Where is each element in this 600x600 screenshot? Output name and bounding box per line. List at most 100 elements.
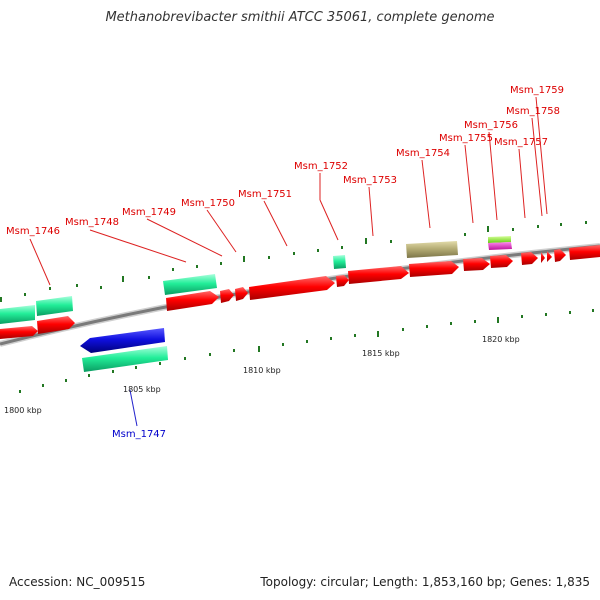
leader-line-msm1753 bbox=[368, 186, 374, 237]
gene-fwd-7[interactable] bbox=[336, 275, 349, 287]
gene-fwd-4[interactable] bbox=[220, 289, 234, 303]
tick-label-1810: 1810 kbp bbox=[243, 366, 281, 375]
leader-line-msm1750 bbox=[206, 209, 237, 253]
tick bbox=[100, 286, 102, 289]
map-title: Methanobrevibacter smithii ATCC 35061, c… bbox=[105, 10, 495, 25]
leader-line-msm1751 bbox=[263, 200, 288, 247]
label-leader-lines bbox=[29, 96, 548, 286]
tick bbox=[243, 256, 245, 262]
tick bbox=[135, 366, 137, 369]
gene-fwd-10[interactable] bbox=[463, 258, 490, 271]
leader-line-msm1757 bbox=[518, 148, 526, 219]
leader-line-msm1747 bbox=[129, 389, 138, 427]
tick bbox=[330, 337, 332, 340]
gene-label-msm1750[interactable]: Msm_1750 bbox=[181, 198, 235, 209]
gene-fwd-11[interactable] bbox=[490, 255, 513, 268]
tick bbox=[450, 322, 452, 325]
gene-label-msm1752[interactable]: Msm_1752 bbox=[294, 161, 348, 172]
gene-magenta[interactable] bbox=[488, 242, 512, 250]
gene-label-msm1757[interactable]: Msm_1757 bbox=[494, 137, 548, 148]
tick bbox=[258, 346, 260, 352]
gene-fwd-2[interactable] bbox=[37, 316, 75, 334]
gene-label-msm1746[interactable]: Msm_1746 bbox=[6, 226, 60, 237]
tick bbox=[24, 293, 26, 296]
gene-label-msm1749[interactable]: Msm_1749 bbox=[122, 207, 176, 218]
tick bbox=[474, 320, 476, 323]
tick bbox=[293, 252, 295, 255]
gene-fwd-9[interactable] bbox=[409, 261, 459, 277]
tick bbox=[122, 276, 124, 282]
tick bbox=[112, 370, 114, 373]
tick bbox=[341, 246, 343, 249]
tick bbox=[209, 353, 211, 356]
leader-line-msm1758 bbox=[531, 117, 543, 217]
gene-rev-1747[interactable] bbox=[80, 328, 165, 353]
tick bbox=[76, 284, 78, 287]
gene-fwd-3[interactable] bbox=[166, 291, 219, 311]
gene-fwd-15[interactable] bbox=[554, 249, 566, 262]
tick-label-1805: 1805 kbp bbox=[123, 385, 161, 394]
gene-fwd-16[interactable] bbox=[569, 245, 600, 260]
gene-fwd-8[interactable] bbox=[348, 266, 409, 284]
gene-label-msm1748[interactable]: Msm_1748 bbox=[65, 217, 119, 228]
tick bbox=[233, 349, 235, 352]
tick bbox=[377, 331, 379, 337]
gene-tan[interactable] bbox=[406, 241, 458, 258]
tick bbox=[497, 317, 499, 323]
gene-label-msm1758[interactable]: Msm_1758 bbox=[506, 106, 560, 117]
gene-label-msm1753[interactable]: Msm_1753 bbox=[343, 175, 397, 186]
tick bbox=[19, 390, 21, 393]
leader-line-msm1746 bbox=[29, 238, 51, 286]
tick bbox=[426, 325, 428, 328]
gene-fwd-14[interactable] bbox=[547, 251, 552, 262]
tick bbox=[537, 225, 539, 228]
tick bbox=[592, 309, 594, 312]
tick bbox=[365, 238, 367, 244]
gene-highlight-1[interactable] bbox=[0, 305, 35, 324]
tick bbox=[306, 340, 308, 343]
tick bbox=[184, 357, 186, 360]
tick bbox=[390, 240, 392, 243]
leader-line-msm1759 bbox=[535, 96, 548, 215]
gene-label-msm1759[interactable]: Msm_1759 bbox=[510, 85, 564, 96]
tick bbox=[42, 384, 44, 387]
tick-label-1820: 1820 kbp bbox=[482, 335, 520, 344]
gene-rev-teal[interactable] bbox=[82, 346, 168, 372]
tick bbox=[88, 374, 90, 377]
tick-label-1815: 1815 kbp bbox=[362, 349, 400, 358]
gene-fwd-13[interactable] bbox=[541, 252, 545, 263]
gene-label-msm1755[interactable]: Msm_1755 bbox=[439, 133, 493, 144]
gene-label-msm1754[interactable]: Msm_1754 bbox=[396, 148, 450, 159]
gene-fwd-12[interactable] bbox=[521, 252, 538, 265]
ruler-ticks bbox=[0, 221, 594, 393]
gene-label-msm1756[interactable]: Msm_1756 bbox=[464, 120, 518, 131]
gene-highlight-2[interactable] bbox=[36, 296, 73, 316]
tick bbox=[560, 223, 562, 226]
tick bbox=[402, 328, 404, 331]
gene-lime[interactable] bbox=[488, 236, 511, 243]
tick bbox=[282, 343, 284, 346]
gene-fwd-6[interactable] bbox=[249, 276, 335, 300]
leader-line-msm1756 bbox=[488, 131, 498, 221]
tick-label-1800: 1800 kbp bbox=[4, 406, 42, 415]
leader-line-msm1755 bbox=[464, 144, 474, 224]
tick bbox=[512, 228, 514, 231]
gene-highlight-3[interactable] bbox=[163, 274, 217, 295]
tick bbox=[545, 313, 547, 316]
gene-label-msm1751[interactable]: Msm_1751 bbox=[238, 189, 292, 200]
tick bbox=[354, 334, 356, 337]
gene-fwd-1[interactable] bbox=[0, 326, 38, 339]
gene-label-msm1747[interactable]: Msm_1747 bbox=[112, 429, 166, 440]
gene-fwd-5[interactable] bbox=[235, 287, 248, 301]
leader-line-msm1749 bbox=[146, 218, 223, 257]
tick bbox=[196, 265, 198, 268]
tick bbox=[49, 287, 51, 290]
tick bbox=[268, 256, 270, 259]
gene-highlight-4[interactable] bbox=[333, 255, 346, 269]
tick bbox=[0, 297, 2, 302]
tick bbox=[148, 276, 150, 279]
accession-text: Accession: NC_009515 bbox=[9, 575, 146, 589]
tick bbox=[317, 249, 319, 252]
tick bbox=[464, 233, 466, 236]
